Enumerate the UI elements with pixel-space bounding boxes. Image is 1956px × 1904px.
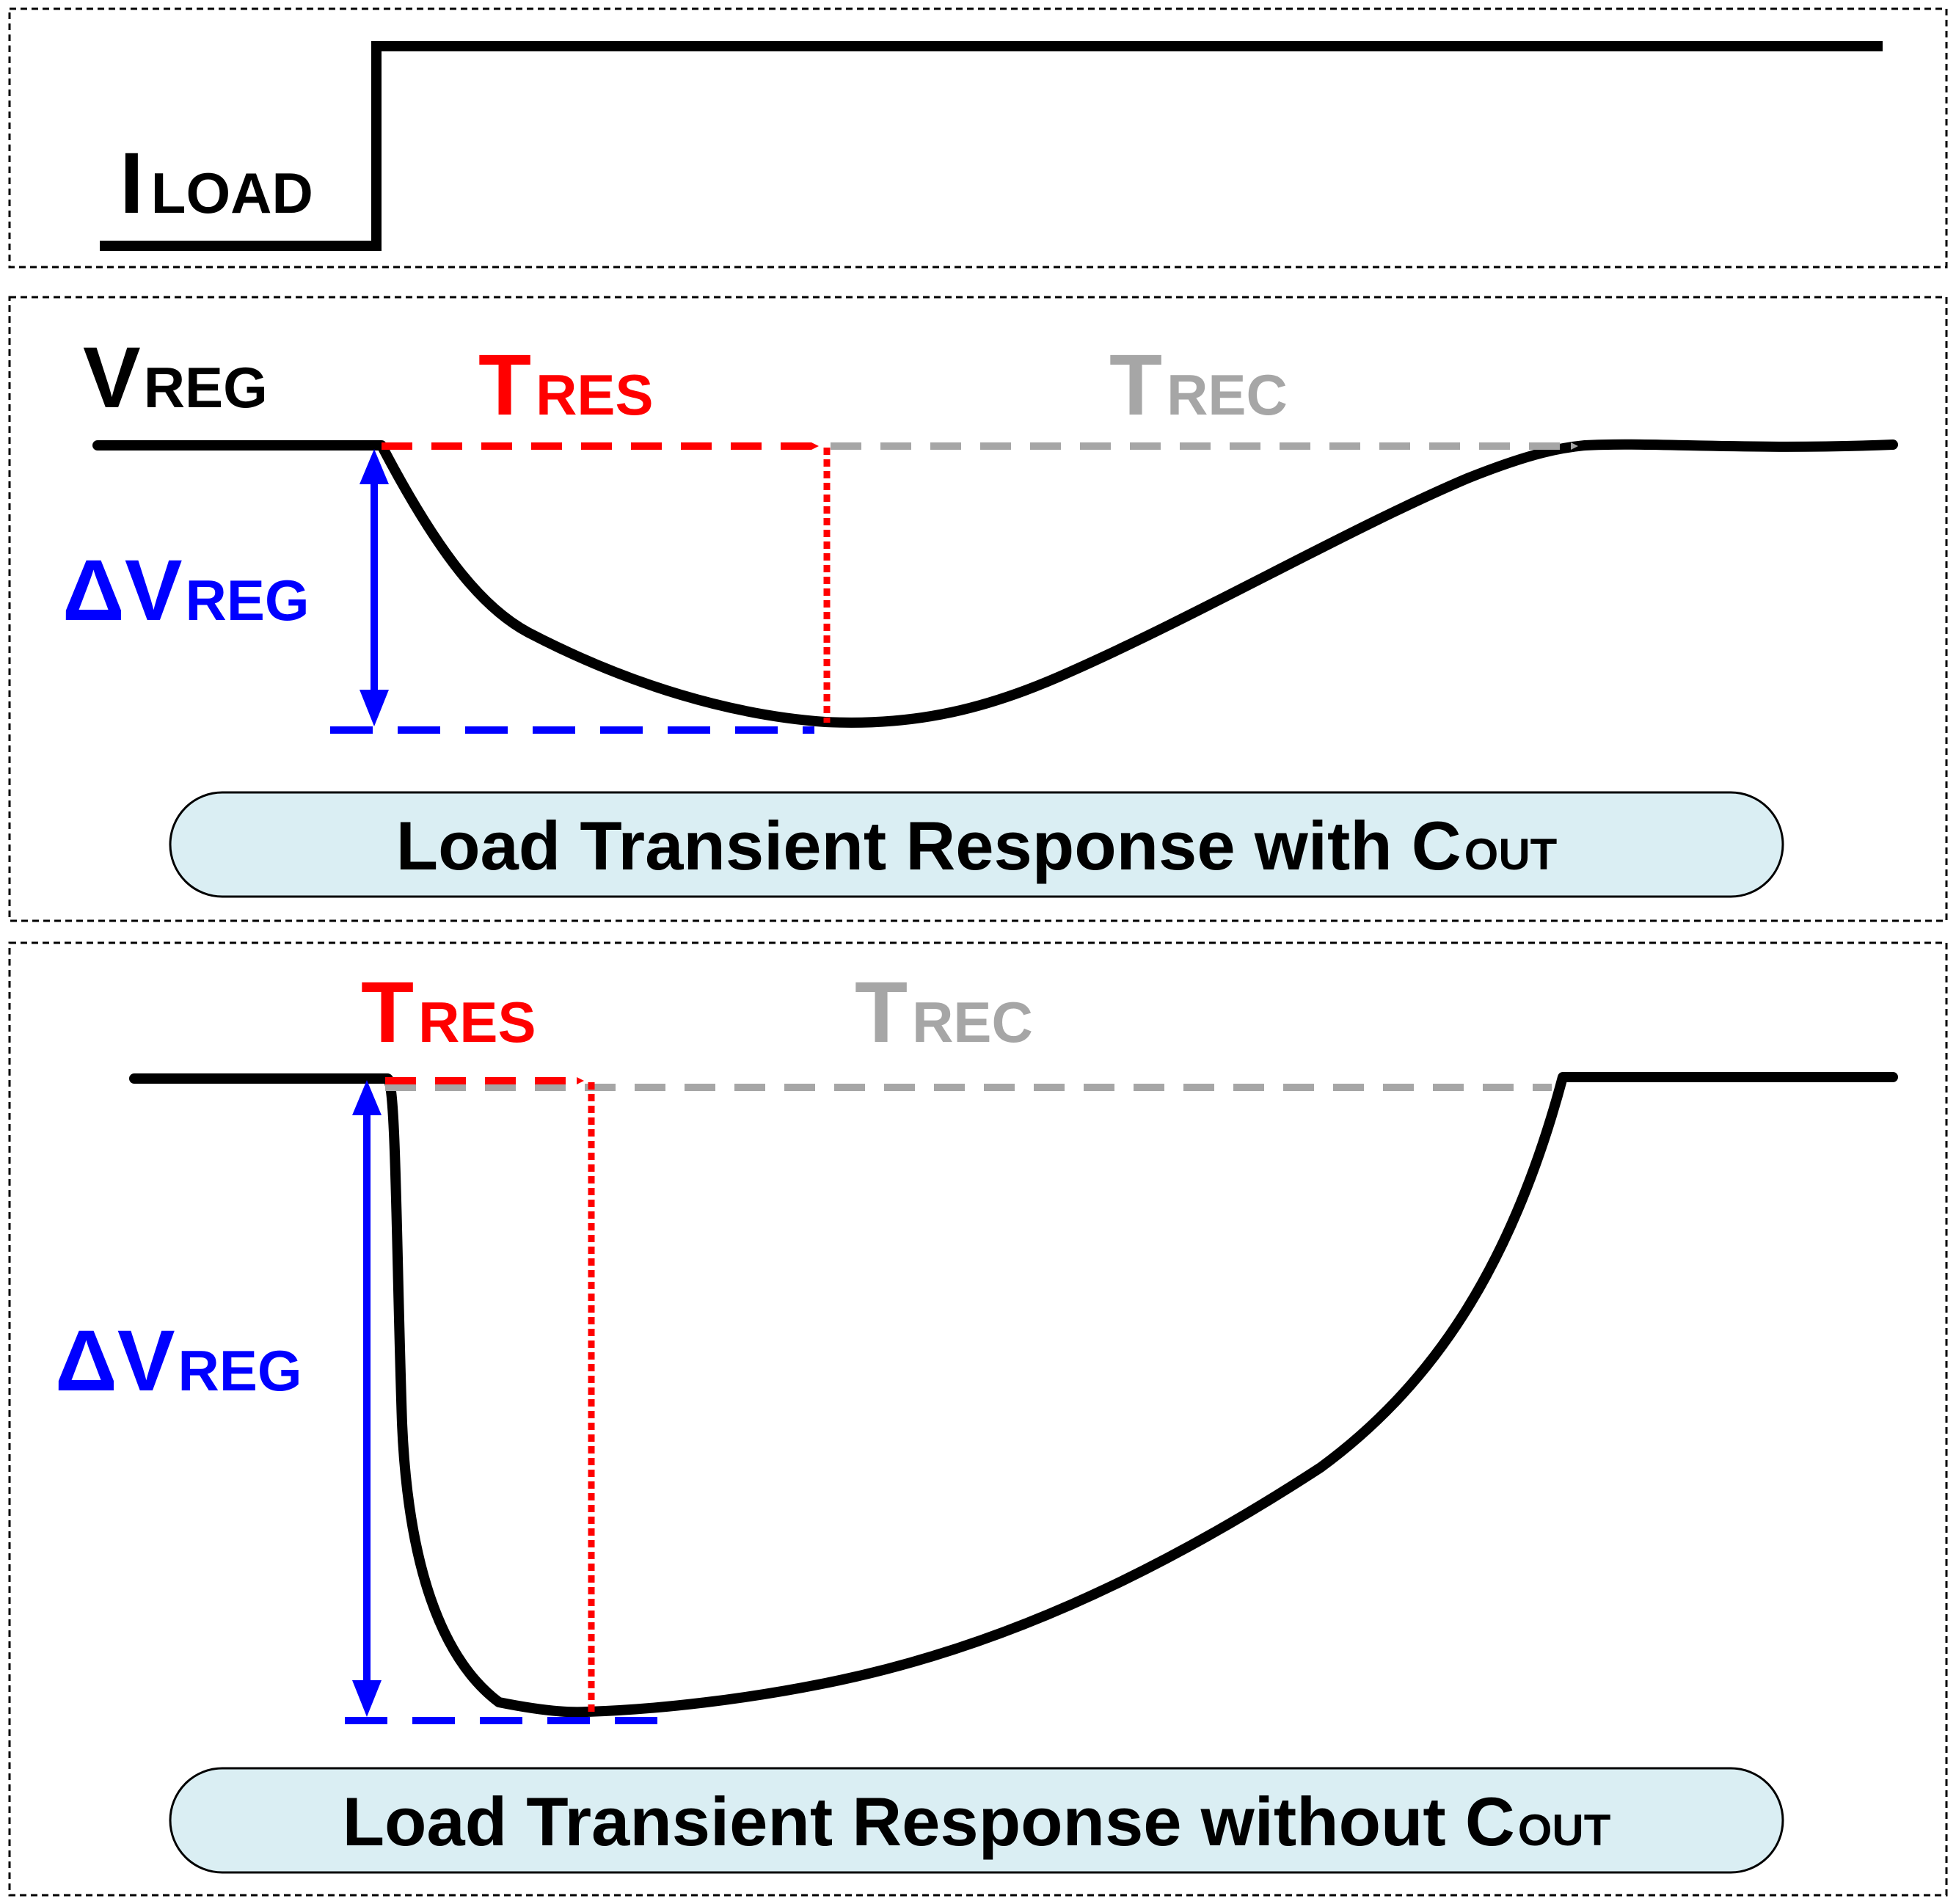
caption-with-cout-sub: OUT — [1464, 830, 1558, 879]
tres-label-sub-2: RES — [418, 990, 536, 1054]
vreg-waveform-without-cout — [129, 1072, 1898, 1718]
trec-label-main: T — [1109, 337, 1162, 434]
vreg-label-sub: REG — [144, 355, 268, 420]
trec-label-sub-2: REC — [912, 990, 1033, 1054]
iload-label: I LOAD — [120, 135, 313, 232]
vreg-waveform-with-cout — [92, 439, 1898, 728]
dv-label-with-cout: ΔVREG — [62, 542, 310, 639]
panel-without-cout: TRES TREC ΔVREG Load Transient Response … — [8, 941, 1948, 1897]
dv-arrow-without-cout — [352, 1080, 382, 1717]
panel-iload-border — [8, 7, 1948, 269]
dv-label-main-2: ΔV — [55, 1313, 175, 1409]
tres-label-main-2: T — [361, 964, 414, 1061]
caption-with-cout: Load Transient Response with COUT — [396, 807, 1558, 884]
tres-label-with-cout: TRES — [478, 337, 653, 434]
dv-label-without-cout: ΔVREG — [55, 1313, 302, 1409]
tres-label-without-cout: TRES — [361, 964, 536, 1061]
dv-label-sub-2: REG — [178, 1338, 302, 1403]
vreg-label: VREG — [83, 329, 268, 426]
panel-without-cout-border — [8, 941, 1948, 1897]
vreg-label-main: V — [83, 329, 141, 426]
panel-iload: I LOAD — [8, 7, 1948, 269]
trec-label-sub: REC — [1167, 362, 1288, 427]
iload-step-waveform — [100, 41, 1883, 251]
tres-label-sub: RES — [536, 362, 653, 427]
dv-arrow-with-cout — [360, 449, 389, 726]
iload-label-sub: LOAD — [151, 161, 313, 225]
dv-label-sub: REG — [186, 568, 310, 632]
caption-without-cout: Load Transient Response without COUT — [343, 1783, 1611, 1860]
trec-label-main-2: T — [855, 964, 908, 1061]
dv-label-main: ΔV — [62, 542, 183, 639]
panel-with-cout: VREG TRES TREC ΔVREG Load Transient Resp… — [8, 296, 1948, 922]
trec-label-with-cout: TREC — [1109, 337, 1288, 434]
iload-label-main: I — [120, 135, 144, 232]
tres-label-main: T — [478, 337, 531, 434]
caption-box-with-cout — [169, 791, 1784, 898]
panel-with-cout-border — [8, 296, 1948, 922]
caption-without-cout-main: Load Transient Response without C — [343, 1783, 1515, 1860]
trec-label-without-cout: TREC — [855, 964, 1033, 1061]
caption-without-cout-sub: OUT — [1518, 1806, 1611, 1855]
caption-box-without-cout — [169, 1767, 1784, 1874]
caption-with-cout-main: Load Transient Response with C — [396, 807, 1461, 884]
